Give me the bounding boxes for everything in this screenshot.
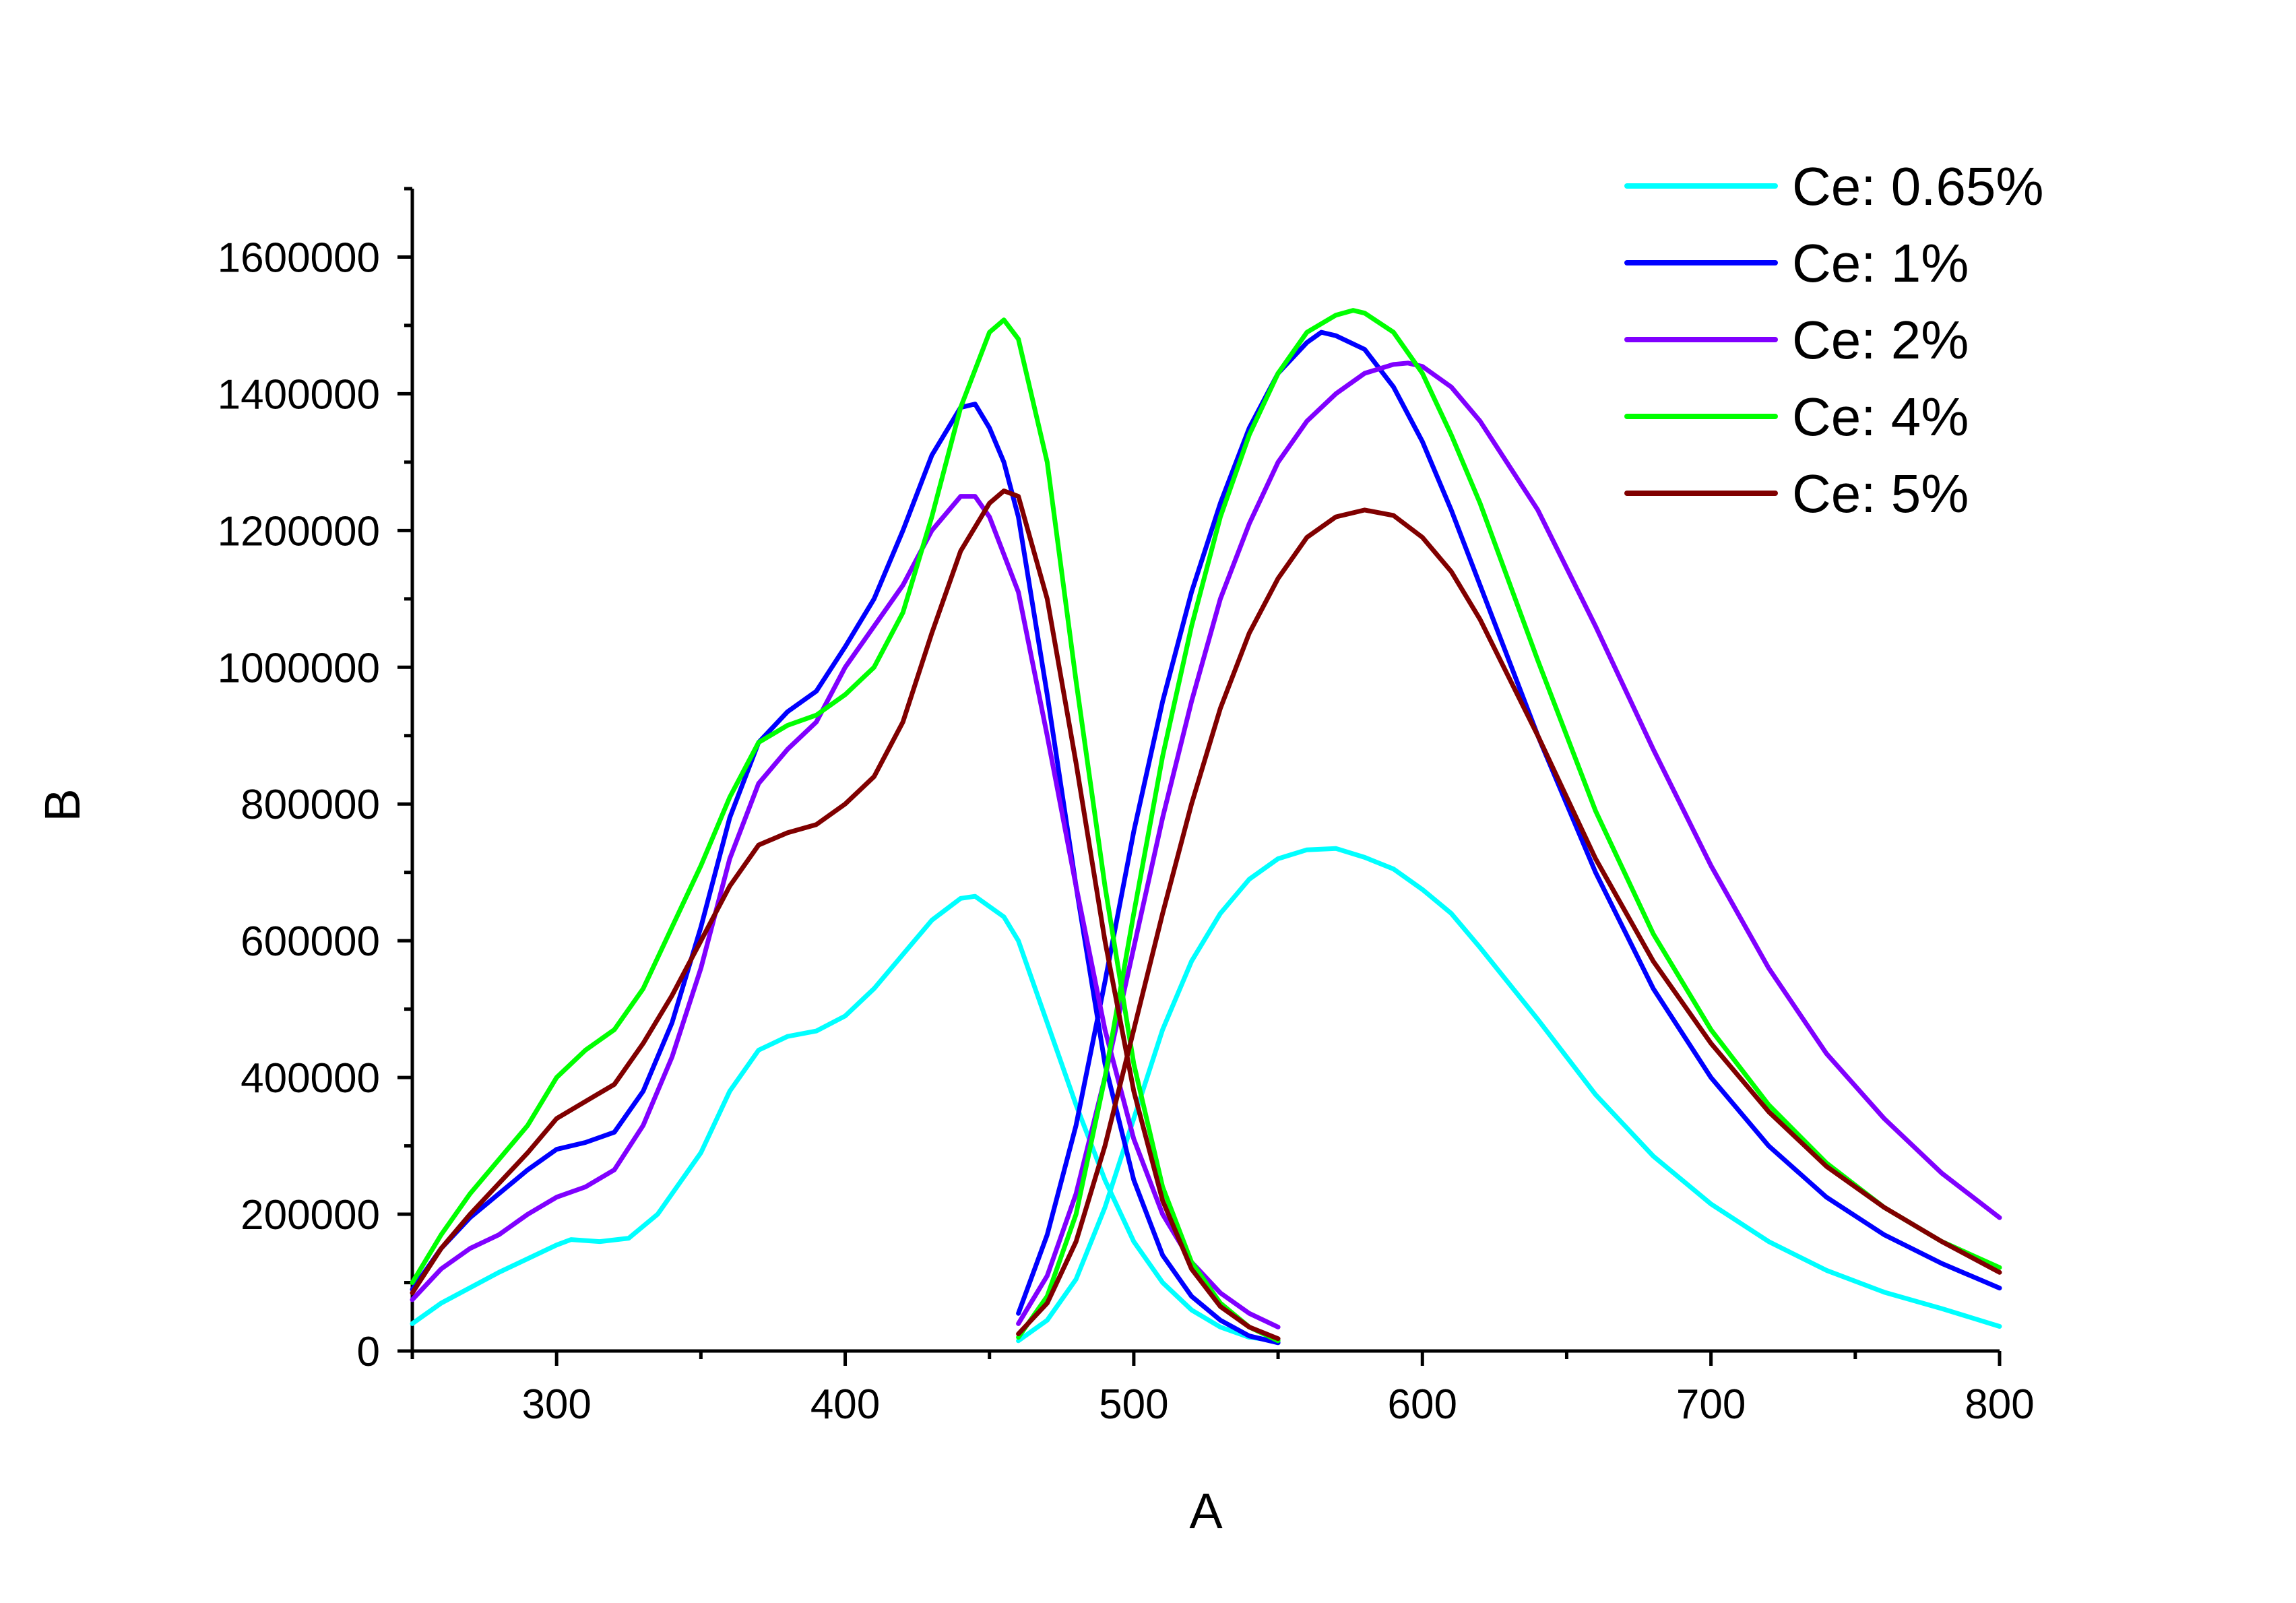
y-tick-label: 0 [357,1329,380,1375]
x-tick-label: 400 [810,1381,880,1428]
series-line-3-segment-1 [410,494,1281,1329]
series-line-1-segment-2 [1016,846,2002,1344]
series-line-2-segment-1 [410,402,1281,1346]
legend-label: Ce: 4% [1792,387,1969,447]
series-line-2-segment-2 [1016,329,2002,1316]
x-tick-label: 700 [1676,1381,1746,1428]
legend-label: Ce: 0.65% [1792,156,2044,216]
axes [410,189,2000,1353]
x-tick-label: 300 [521,1381,591,1428]
y-tick-label: 600000 [241,918,380,965]
y-axis-title: B [34,788,90,821]
x-tick-label: 800 [1965,1381,2034,1428]
y-tick-label: 400000 [241,1055,380,1102]
legend: Ce: 0.65% Ce: 1% Ce: 2% Ce: 4% Ce: 5% [1624,156,2044,524]
x-tick-label: 500 [1099,1381,1168,1428]
y-tick-label: 800000 [241,782,380,828]
legend-label: Ce: 1% [1792,233,1969,293]
x-axis-title: A [1189,1483,1223,1539]
y-tick-label: 1600000 [218,234,380,281]
y-tick-label: 1200000 [218,508,380,555]
x-tick-label: 600 [1388,1381,1457,1428]
legend-label: Ce: 5% [1792,464,1969,524]
series-layer [410,308,2002,1346]
y-tick-label: 1000000 [218,645,380,691]
x-ticks: 300 400 500 600 700 800 [410,1351,2035,1428]
y-tick-label: 1400000 [218,371,380,418]
series-line-1-segment-1 [410,893,1281,1344]
series-line-5-segment-2 [1016,507,2002,1337]
series-line-3-segment-2 [1016,360,2002,1326]
y-ticks: 0 200000 400000 600000 800000 1000000 1200000 1… [218,187,412,1375]
series-line-4-segment-1 [410,317,1281,1344]
legend-label: Ce: 2% [1792,310,1969,370]
y-tick-label: 200000 [241,1192,380,1238]
series-line-4-segment-2 [1016,308,2002,1340]
series-line-5-segment-1 [410,489,1281,1342]
